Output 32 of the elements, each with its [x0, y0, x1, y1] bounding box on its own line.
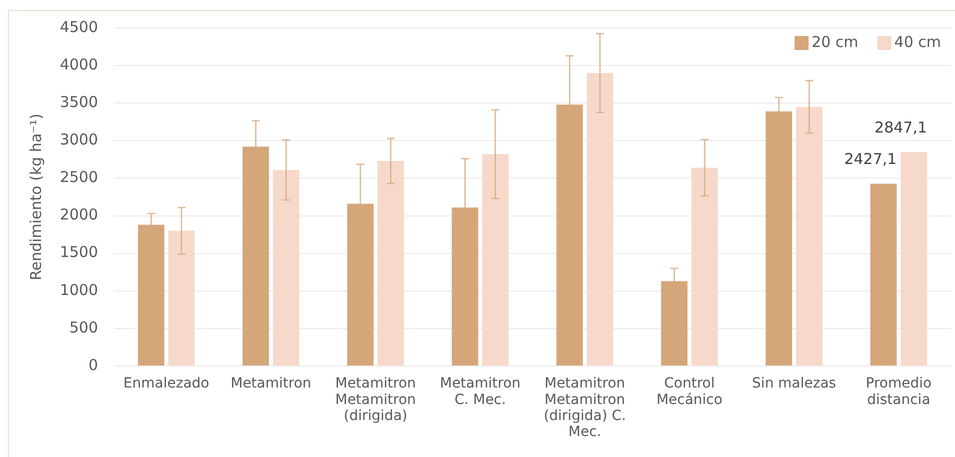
- x-tick-label: Metamitron: [230, 376, 312, 392]
- data-label: 2427,1: [844, 150, 897, 168]
- y-tick-label: 2500: [60, 168, 98, 186]
- x-tick-label: Promedio distancia: [866, 376, 932, 408]
- x-tick-label: Metamitron Metamitron (dirigida): [335, 376, 416, 424]
- x-tick-label: Enmalezado: [123, 376, 210, 392]
- y-tick-label: 1000: [60, 280, 98, 299]
- y-tick-label: 1500: [60, 243, 98, 262]
- bar: [796, 106, 822, 366]
- legend-label: 40 cm: [894, 32, 942, 51]
- y-tick-label: 3000: [60, 130, 98, 149]
- x-tick-label: Control Mecánico: [656, 376, 722, 408]
- y-tick-label: 3500: [60, 93, 98, 111]
- y-tick-label: 500: [69, 318, 98, 336]
- bar: [272, 170, 300, 366]
- y-tick-label: 4500: [60, 18, 98, 36]
- bar: [691, 168, 718, 366]
- data-label: 2847,1: [874, 118, 928, 137]
- bar: [870, 184, 897, 366]
- bar: [482, 154, 509, 366]
- x-tick-label: Metamitron Metamitron (dirigida) C. Mec.: [544, 376, 626, 440]
- bar: [900, 152, 928, 366]
- y-tick-label: 0: [88, 356, 98, 374]
- y-tick-label: 2000: [60, 206, 98, 224]
- y-tick-label: 4000: [60, 55, 98, 74]
- bar: [586, 73, 614, 366]
- bar: [168, 230, 195, 366]
- x-tick-label: Sin malezas: [752, 376, 836, 392]
- bar: [378, 160, 404, 366]
- y-axis-title: Rendimiento (kg ha⁻¹): [26, 114, 45, 280]
- x-tick-label: Metamitron C. Mec.: [440, 376, 521, 408]
- legend-label: 20 cm: [812, 32, 858, 51]
